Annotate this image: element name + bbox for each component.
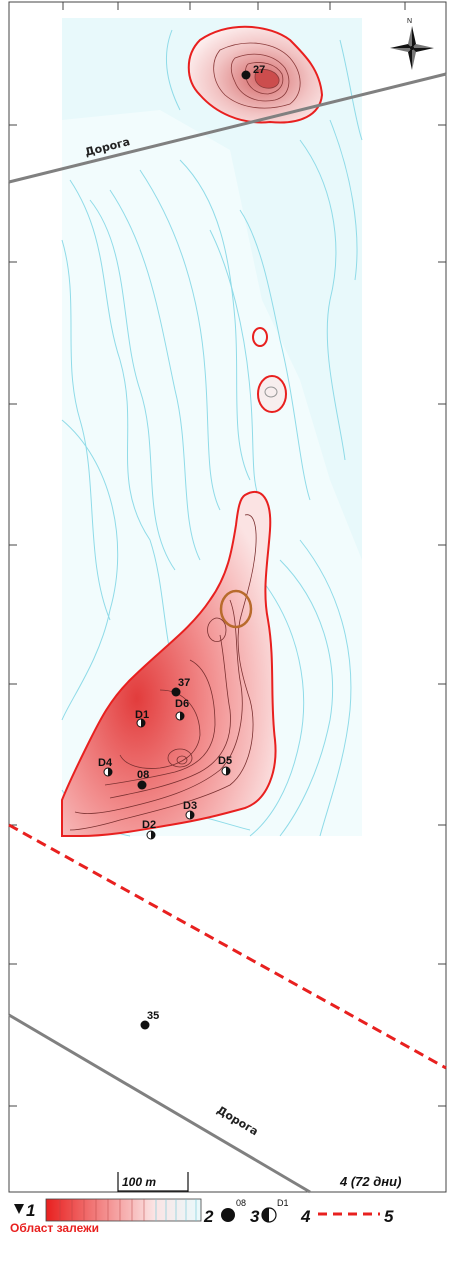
- well-35: 35: [140, 1010, 159, 1030]
- svg-text:D1: D1: [135, 709, 149, 721]
- model-area-lighter: [62, 110, 362, 836]
- boundary-line: [8, 823, 447, 1070]
- legend-item-5: 5: [318, 1207, 394, 1226]
- svg-text:08: 08: [137, 769, 149, 781]
- svg-text:3: 3: [250, 1207, 260, 1226]
- well-08: 08: [137, 769, 149, 790]
- small-anomaly-1: [252, 327, 268, 347]
- well-D4: D4: [98, 757, 113, 777]
- svg-text:D6: D6: [175, 698, 189, 710]
- svg-text:27: 27: [253, 64, 265, 76]
- svg-text:37: 37: [178, 677, 190, 689]
- well-37: 37: [171, 677, 190, 697]
- svg-text:D5: D5: [218, 755, 232, 767]
- top-deposit: [187, 25, 324, 124]
- main-deposit: [61, 490, 277, 837]
- scale-bar: 100 m: [117, 1172, 189, 1192]
- legend-item-1: 1 Област залежи: [10, 1198, 202, 1235]
- svg-text:D3: D3: [183, 800, 197, 812]
- well-27: 27: [241, 64, 265, 80]
- small-anomaly-2: [257, 375, 287, 413]
- well-D3: D3: [183, 800, 197, 820]
- well-D1: D1: [135, 709, 149, 728]
- road-bottom: [8, 1013, 311, 1194]
- well-D6: D6: [175, 698, 189, 721]
- svg-text:2: 2: [203, 1207, 214, 1226]
- color-scale: [45, 1198, 202, 1222]
- north-label: N: [407, 18, 412, 25]
- small-anomaly-2-inner: [264, 386, 278, 398]
- legend-deposit-label: Област залежи: [10, 1221, 99, 1235]
- brown-ring: [219, 589, 253, 629]
- well-D2: D2: [142, 819, 156, 840]
- svg-text:D1: D1: [277, 1198, 289, 1208]
- svg-text:1: 1: [26, 1201, 35, 1220]
- svg-text:5: 5: [384, 1207, 394, 1226]
- svg-text:08: 08: [236, 1198, 246, 1208]
- legend-item-2: 2 08: [203, 1198, 246, 1226]
- legend-item-3: 3 D1: [250, 1198, 289, 1226]
- wells: 27 37 D1 D6 D4 08 D5: [98, 64, 265, 1030]
- period-label: 4 (72 дни): [339, 1174, 401, 1189]
- north-arrow-icon: [390, 26, 434, 70]
- full-well-icon: [221, 1208, 235, 1222]
- road-top: [8, 72, 447, 184]
- frame-ticks: [9, 2, 446, 1107]
- triangle-icon: [14, 1204, 24, 1214]
- svg-text:4: 4: [300, 1207, 311, 1226]
- svg-text:D4: D4: [98, 757, 113, 769]
- legend-item-4: 4: [300, 1207, 311, 1226]
- svg-text:D2: D2: [142, 819, 156, 831]
- scale-label: 100 m: [122, 1175, 156, 1189]
- well-D5: D5: [218, 755, 232, 776]
- svg-text:35: 35: [147, 1010, 159, 1022]
- legend: 1 Област залежи 2 08 3 D1: [10, 1198, 394, 1235]
